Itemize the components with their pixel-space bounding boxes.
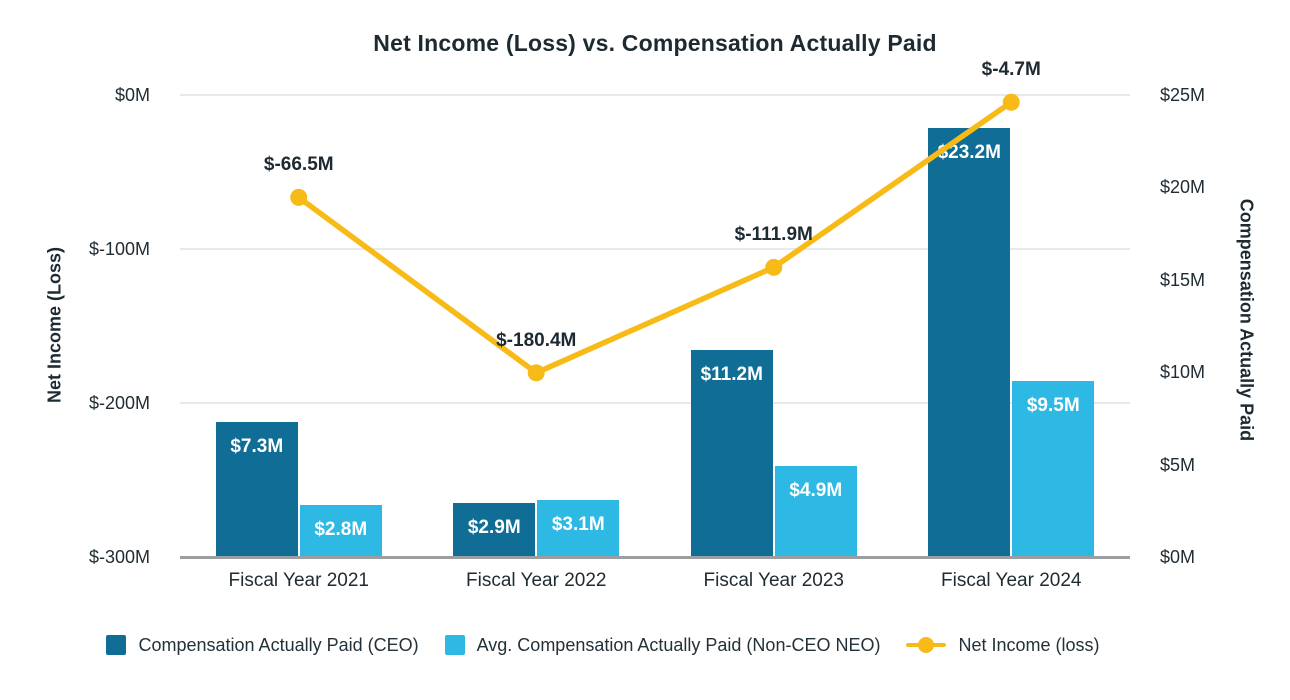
legend-swatch-icon [444,635,465,655]
legend: Compensation Actually Paid (CEO) Avg. Com… [0,634,1248,656]
net-income-line [290,93,1020,382]
line-point[interactable] [290,188,308,206]
line-point[interactable] [1002,93,1020,111]
y-tick-label-left: $0M [114,85,150,105]
x-axis-label: Fiscal Year 2021 [228,570,370,591]
y-tick-label-right: $10M [1160,362,1206,383]
bar-ceo[interactable] [690,350,773,557]
line-point[interactable] [765,258,783,276]
bar-non-ceo-neo[interactable] [1012,381,1095,557]
bar-value-label: $9.5M [1026,395,1080,416]
bar-ceo[interactable] [928,128,1011,557]
legend-item-net-income[interactable]: Net Income (loss) [906,634,1100,656]
bar-value-label: $11.2M [700,364,763,385]
y-tick-label-left: $-100M [88,239,150,259]
line-value-label: $-4.7M [981,59,1041,81]
y-tick-label-right: $25M [1160,85,1206,105]
line-value-label: $-180.4M [496,329,577,351]
legend-label: Avg. Compensation Actually Paid (Non-CEO… [476,635,881,655]
gridline [180,402,1130,404]
legend-line-marker-icon [906,635,947,655]
y-tick-label-right: $0M [1160,547,1196,567]
bar-value-label: $2.9M [467,517,521,538]
bar-value-label: $7.3M [230,436,284,457]
y-tick-label-left: $-200M [88,393,150,413]
legend-item-ceo[interactable]: Compensation Actually Paid (CEO) [106,634,419,656]
legend-label: Compensation Actually Paid (CEO) [138,635,419,655]
legend-swatch-icon [106,635,127,655]
x-axis-label: Fiscal Year 2023 [703,570,845,591]
bar-ceo[interactable] [215,422,298,557]
bar-non-ceo-neo[interactable] [299,505,382,557]
bar-value-label: $2.8M [314,519,368,540]
bar-value-label: $23.2M [937,142,1001,163]
bar-ceo[interactable] [453,503,536,557]
y-tick-label-right: $15M [1160,269,1206,290]
plot-area: $7.3M $2.9M $11.2M $23.2M $2.8M $3.1M $4.9M $9.… [180,59,1130,559]
legend-label: Net Income (loss) [958,635,1100,655]
gridline [180,248,1130,250]
line-value-label: $-66.5M [263,154,334,176]
gridline [180,94,1130,96]
chart-title: Net Income (Loss) vs. Compensation Actua… [373,30,937,56]
x-axis-label: Fiscal Year 2022 [466,570,607,591]
line-value-label: $-111.9M [734,224,813,246]
line-point[interactable] [527,364,545,382]
bar-non-ceo-neo[interactable] [537,500,620,557]
right-axis-title: Compensation Actually Paid [1236,198,1257,442]
x-axis-line [180,556,1130,559]
y-tick-label-left: $-300M [88,547,150,567]
x-axis-label: Fiscal Year 2024 [941,570,1082,591]
bar-value-label: $3.1M [551,514,605,535]
bar-non-ceo-neo[interactable] [774,466,857,557]
bar-value-label: $4.9M [789,480,843,501]
legend-item-non-ceo-neo[interactable]: Avg. Compensation Actually Paid (Non-CEO… [444,634,881,656]
y-tick-label-right: $5M [1160,454,1196,475]
left-axis-title: Net Income (Loss) [44,246,65,404]
line-path [296,99,1014,376]
y-tick-label-right: $20M [1160,177,1206,198]
